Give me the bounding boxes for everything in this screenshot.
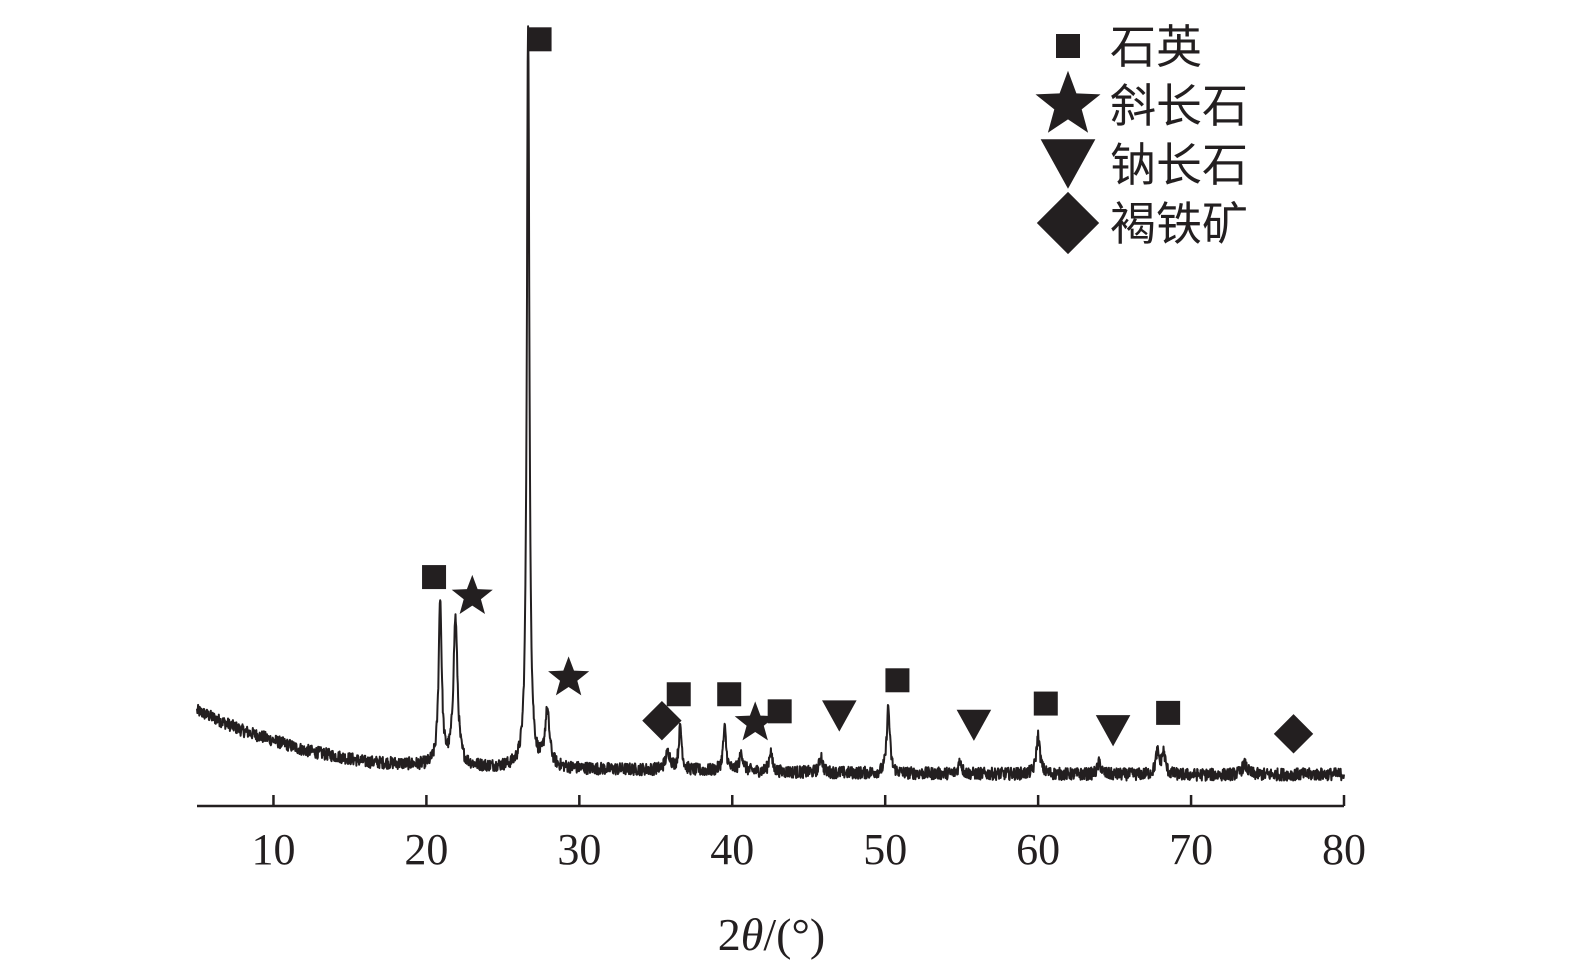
x-tick-label-30: 30 <box>557 825 601 874</box>
quartz-square-marker <box>767 699 792 724</box>
legend-label-plagioclase: 斜长石 <box>1110 79 1248 133</box>
limonite-diamond-marker <box>1273 714 1314 754</box>
legend-item-plagioclase: 斜长石 <box>1035 70 1248 133</box>
quartz-square-marker <box>1156 700 1181 725</box>
x-tick-label-80: 80 <box>1322 825 1366 874</box>
legend-item-albite: 钠长石 <box>1040 138 1248 192</box>
limonite-diamond-marker <box>642 700 682 741</box>
albite-triangle-down-marker <box>956 709 992 741</box>
x-tick-label-70: 70 <box>1169 825 1213 874</box>
x-tick-label-10: 10 <box>251 825 295 874</box>
xrd-pattern-line <box>196 25 1345 782</box>
albite-triangle-down-marker <box>822 700 857 732</box>
legend-item-limonite: 褐铁矿 <box>1036 191 1248 255</box>
plagioclase-star-marker <box>548 656 590 696</box>
legend-label-limonite: 褐铁矿 <box>1110 197 1248 251</box>
quartz-square-marker <box>422 565 447 590</box>
quartz-square-marker <box>885 668 910 693</box>
legend-item-quartz: 石英 <box>1056 20 1202 74</box>
x-axis-title-prefix: 2 <box>718 909 741 960</box>
albite-triangle-down-marker <box>1095 715 1131 747</box>
x-tick-label-60: 60 <box>1016 825 1060 874</box>
x-axis-title-theta: θ <box>741 909 764 960</box>
x-axis-ticks: 10 20 30 40 50 60 70 80 <box>251 795 1366 874</box>
legend-triangle-down-marker <box>1040 139 1096 189</box>
phase-markers <box>422 27 1314 754</box>
x-tick-label-40: 40 <box>710 825 754 874</box>
quartz-square-marker <box>717 682 742 707</box>
plagioclase-star-marker <box>451 574 493 614</box>
legend-diamond-marker <box>1036 191 1100 255</box>
legend-label-quartz: 石英 <box>1110 20 1202 74</box>
x-axis-title-unit: /(°) <box>763 909 825 960</box>
legend-label-albite: 钠长石 <box>1110 138 1248 192</box>
quartz-square-marker <box>1033 691 1058 716</box>
legend-square-marker <box>1056 34 1080 58</box>
x-tick-label-50: 50 <box>863 825 907 874</box>
plot-area <box>196 25 1345 782</box>
legend-star-marker <box>1035 70 1101 133</box>
x-axis: 10 20 30 40 50 60 70 80 2θ/(°) <box>197 795 1366 960</box>
x-axis-title: 2θ/(°) <box>718 909 825 960</box>
plagioclase-star-marker <box>734 701 776 741</box>
quartz-square-marker <box>527 27 552 52</box>
x-tick-label-20: 20 <box>404 825 448 874</box>
quartz-square-marker <box>666 682 691 707</box>
